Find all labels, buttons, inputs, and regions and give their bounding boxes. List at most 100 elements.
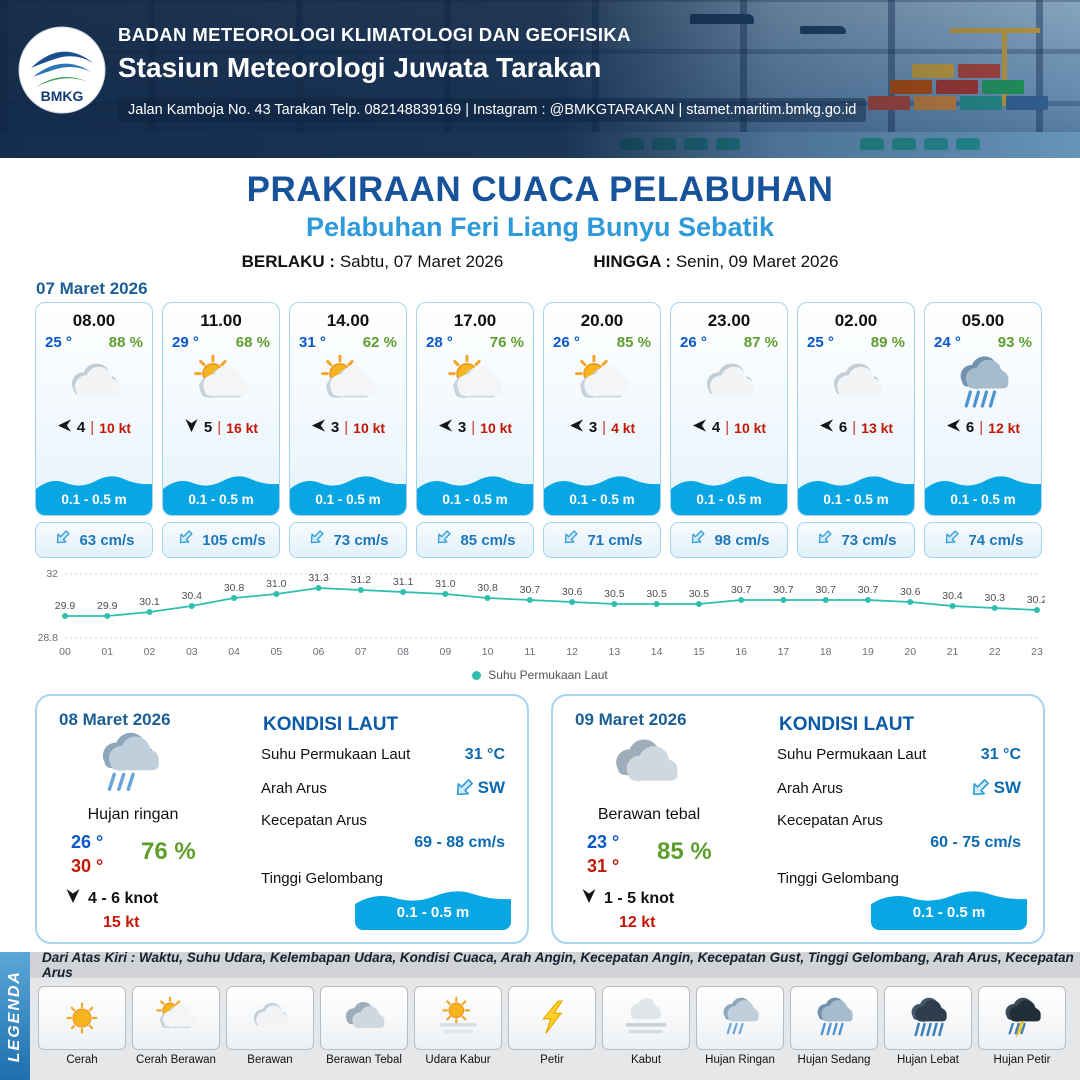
legend-section: LEGENDA Dari Atas Kiri : Waktu, Suhu Uda… [0,950,1080,1080]
chart-legend-label: Suhu Permukaan Laut [488,668,608,682]
cerah-berawan-icon [132,986,220,1050]
wind-gust: 16 kt [226,419,259,436]
hujan-ringan-icon [696,986,784,1050]
current-speed-box: 98 cm/s [670,522,788,558]
divider: | [725,419,730,436]
wave-height-value: 0.1 - 0.5 m [315,492,381,507]
svg-text:30.4: 30.4 [942,590,963,602]
forecast-time: 23.00 [707,311,751,330]
svg-text:29.9: 29.9 [97,600,118,612]
wind-gust: 12 kt [619,914,656,931]
wind-row: 6 | 13 kt [798,418,914,437]
cerah-icon [38,986,126,1050]
svg-text:30.5: 30.5 [689,588,710,600]
svg-text:19: 19 [862,646,874,658]
day-forecast-card: 08 Maret 2026 Hujan ringan 26 ° 30 ° 76 % 4 -… [35,694,529,944]
air-temperature: 25 ° [807,334,834,351]
current-speed: 73 cm/s [841,531,897,549]
svg-text:30.6: 30.6 [900,586,921,598]
current-speed-box: 73 cm/s [797,522,915,558]
current-speed: 105 cm/s [202,531,266,549]
svg-text:12: 12 [566,646,578,658]
legend-item: Berawan Tebal [320,986,408,1066]
current-direction-label: Arah Arus [777,779,843,797]
wave-height-value: 0.1 - 0.5 m [396,904,470,921]
humidity: 68 % [235,334,270,351]
svg-text:10: 10 [482,646,494,658]
wind-row: 4 | 10 kt [36,418,152,437]
sea-conditions-heading: KONDISI LAUT [263,714,399,735]
divider: | [979,419,984,436]
current-speed-box: 63 cm/s [35,522,153,558]
humidity: 76 % [141,838,196,865]
temp-max: 31 ° [587,856,620,876]
svg-text:08: 08 [397,646,409,658]
wind-range: 1 - 5 knot [604,889,675,907]
divider: | [90,419,95,436]
wind-direction-arrow-icon [569,418,584,437]
org-name: BADAN METEOROLOGI KLIMATOLOGI DAN GEOFIS… [118,24,631,45]
humidity: 89 % [870,334,905,351]
legend-dot-icon [472,670,482,680]
wind-gust: 10 kt [734,419,767,436]
svg-text:20: 20 [904,646,916,658]
forecast-date: 09 Maret 2026 [575,710,687,729]
wind-speed: 4 [711,419,721,436]
legend-item: Berawan [226,986,314,1066]
sst-label: Suhu Permukaan Laut [777,746,927,763]
day-summary-cards: 08 Maret 2026 Hujan ringan 26 ° 30 ° 76 % 4 -… [35,694,1045,944]
svg-text:07: 07 [355,646,367,658]
udara-kabur-icon [414,986,502,1050]
wind-direction-arrow-icon [57,418,72,437]
legend-item-label: Hujan Petir [993,1054,1051,1066]
wave-height-value: 0.1 - 0.5 m [950,492,1016,507]
svg-text:30.5: 30.5 [646,588,667,600]
air-temperature: 31 ° [299,334,326,351]
svg-text:22: 22 [989,646,1001,658]
valid-to-value: Senin, 09 Maret 2026 [675,252,839,271]
legend-item-label: Hujan Lebat [896,1054,960,1066]
humidity: 85 % [616,334,651,351]
current-speed-box: 74 cm/s [924,522,1042,558]
current-speed-label: Kecepatan Arus [261,812,367,829]
port-name: Pelabuhan Feri Liang Bunyu Sebatik [305,212,775,242]
cerah-berawan-icon [417,353,533,415]
legend-item: Cerah [38,986,126,1066]
divider: | [344,419,349,436]
wind-row: 4 | 10 kt [671,418,787,437]
svg-text:01: 01 [101,646,113,658]
svg-text:30.5: 30.5 [604,588,625,600]
svg-text:05: 05 [270,646,282,658]
hourly-forecast-card: 20.00 26 ° 85 % 3 | 4 kt 0.1 - 0.5 m 71 cm/s [543,302,661,558]
hourly-forecast-card: 14.00 31 ° 62 % 3 | 10 kt 0.1 - 0.5 m 73 cm/s [289,302,407,558]
forecast-time: 14.00 [326,311,370,330]
wind-row: 5 | 16 kt [163,418,279,437]
legend-item-label: Petir [540,1054,564,1066]
air-temperature: 25 ° [45,334,72,351]
cerah-berawan-icon [290,353,406,415]
wave-height-value: 0.1 - 0.5 m [696,492,762,507]
wind-direction-arrow-icon [311,418,326,437]
wave-height-value: 0.1 - 0.5 m [823,492,889,507]
svg-text:30.6: 30.6 [562,586,583,598]
legend-item: Hujan Petir [978,986,1066,1066]
svg-text:30.7: 30.7 [815,584,836,596]
wind-direction-arrow-icon [65,888,81,909]
sea-conditions-heading: KONDISI LAUT [779,714,915,735]
svg-text:09: 09 [440,646,452,658]
hourly-forecast-card: 02.00 25 ° 89 % 6 | 13 kt 0.1 - 0.5 m 73 cm/s [797,302,915,558]
current-direction-value: SW [452,776,505,800]
svg-text:15: 15 [693,646,705,658]
wind-speed: 5 [203,419,213,436]
wind-direction-arrow-icon [438,418,453,437]
wind-gust: 10 kt [353,419,386,436]
berawan-icon [798,353,914,415]
current-speed-label: Kecepatan Arus [777,812,883,829]
legend-items: Cerah Cerah Berawan Berawan Berawan Tebal Ud… [38,986,1066,1066]
page-title: PRAKIRAAN CUACA PELABUHAN [246,170,834,209]
humidity: 93 % [997,334,1032,351]
svg-text:04: 04 [228,646,240,658]
current-speed: 98 cm/s [714,531,770,549]
air-temperature: 28 ° [426,334,453,351]
forecast-day-1-date: 07 Maret 2026 [36,279,148,298]
